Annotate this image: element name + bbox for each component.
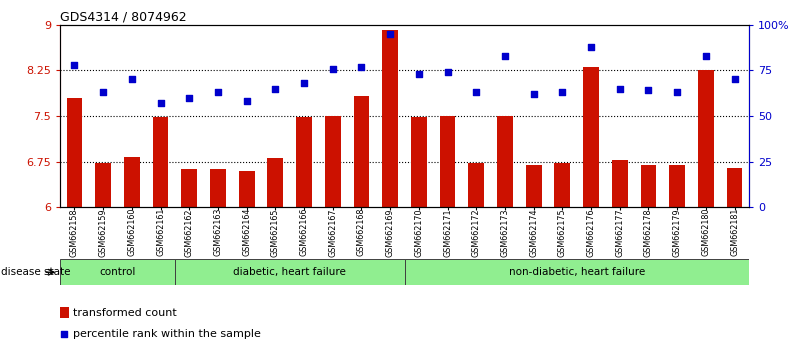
Text: transformed count: transformed count bbox=[73, 308, 177, 318]
Text: GSM662164: GSM662164 bbox=[242, 208, 252, 257]
Bar bbox=[296, 117, 312, 207]
Point bbox=[240, 98, 253, 104]
Point bbox=[326, 66, 339, 72]
Text: GSM662160: GSM662160 bbox=[127, 208, 136, 257]
Bar bbox=[641, 165, 656, 207]
Text: GSM662179: GSM662179 bbox=[673, 208, 682, 257]
Bar bbox=[268, 159, 284, 207]
Text: GSM662171: GSM662171 bbox=[443, 208, 452, 257]
FancyBboxPatch shape bbox=[405, 259, 749, 285]
Text: GSM662162: GSM662162 bbox=[185, 208, 194, 257]
Text: GSM662178: GSM662178 bbox=[644, 208, 653, 257]
Point bbox=[614, 86, 626, 91]
Bar bbox=[497, 116, 513, 207]
Text: GSM662177: GSM662177 bbox=[615, 208, 624, 257]
Text: GSM662168: GSM662168 bbox=[357, 208, 366, 257]
Text: non-diabetic, heart failure: non-diabetic, heart failure bbox=[509, 267, 645, 277]
Text: GSM662166: GSM662166 bbox=[300, 208, 308, 257]
Text: GSM662163: GSM662163 bbox=[213, 208, 223, 257]
Bar bbox=[95, 163, 111, 207]
Bar bbox=[583, 67, 599, 207]
Point bbox=[527, 91, 540, 97]
Text: GSM662161: GSM662161 bbox=[156, 208, 165, 257]
Text: GSM662167: GSM662167 bbox=[328, 208, 337, 257]
Bar bbox=[440, 116, 456, 207]
Point bbox=[355, 64, 368, 69]
FancyBboxPatch shape bbox=[60, 259, 175, 285]
Point bbox=[699, 53, 712, 59]
Text: GSM662165: GSM662165 bbox=[271, 208, 280, 257]
Point bbox=[728, 77, 741, 82]
Bar bbox=[66, 98, 83, 207]
Bar bbox=[153, 117, 168, 207]
Bar bbox=[210, 169, 226, 207]
Text: diabetic, heart failure: diabetic, heart failure bbox=[233, 267, 346, 277]
Bar bbox=[698, 70, 714, 207]
Text: GSM662174: GSM662174 bbox=[529, 208, 538, 257]
Bar bbox=[525, 165, 541, 207]
Text: GSM662170: GSM662170 bbox=[414, 208, 424, 257]
Text: GSM662159: GSM662159 bbox=[99, 208, 107, 257]
Point bbox=[556, 90, 569, 95]
Text: control: control bbox=[99, 267, 135, 277]
Text: percentile rank within the sample: percentile rank within the sample bbox=[73, 329, 261, 339]
Point bbox=[384, 31, 396, 37]
Bar bbox=[554, 163, 570, 207]
Point bbox=[68, 62, 81, 68]
Bar bbox=[612, 160, 628, 207]
Bar bbox=[411, 117, 427, 207]
Text: GSM662180: GSM662180 bbox=[702, 208, 710, 257]
Point bbox=[126, 77, 139, 82]
Point bbox=[269, 86, 282, 91]
Text: disease state: disease state bbox=[1, 267, 70, 277]
Text: GSM662176: GSM662176 bbox=[586, 208, 596, 257]
Bar bbox=[60, 307, 69, 318]
Point bbox=[413, 71, 425, 77]
Bar bbox=[181, 170, 197, 207]
Bar bbox=[353, 97, 369, 207]
Point bbox=[154, 100, 167, 106]
Bar bbox=[727, 167, 743, 207]
Text: GSM662158: GSM662158 bbox=[70, 208, 79, 257]
Point bbox=[298, 80, 311, 86]
Point bbox=[211, 90, 224, 95]
Text: GSM662172: GSM662172 bbox=[472, 208, 481, 257]
Bar bbox=[382, 30, 398, 207]
Text: GSM662175: GSM662175 bbox=[557, 208, 567, 257]
Point bbox=[670, 90, 683, 95]
Bar bbox=[239, 171, 255, 207]
Text: GSM662169: GSM662169 bbox=[385, 208, 395, 257]
Bar bbox=[124, 157, 139, 207]
Bar bbox=[670, 165, 685, 207]
Bar bbox=[469, 163, 484, 207]
Point bbox=[642, 87, 655, 93]
Point bbox=[498, 53, 511, 59]
Text: GSM662173: GSM662173 bbox=[501, 208, 509, 257]
Text: GDS4314 / 8074962: GDS4314 / 8074962 bbox=[60, 11, 187, 24]
Bar bbox=[325, 116, 340, 207]
Point bbox=[294, 204, 307, 210]
Text: GSM662181: GSM662181 bbox=[730, 208, 739, 257]
Point bbox=[585, 44, 598, 50]
Point bbox=[183, 95, 195, 101]
FancyBboxPatch shape bbox=[175, 259, 405, 285]
Point bbox=[470, 90, 483, 95]
Point bbox=[97, 90, 110, 95]
Point bbox=[441, 69, 454, 75]
